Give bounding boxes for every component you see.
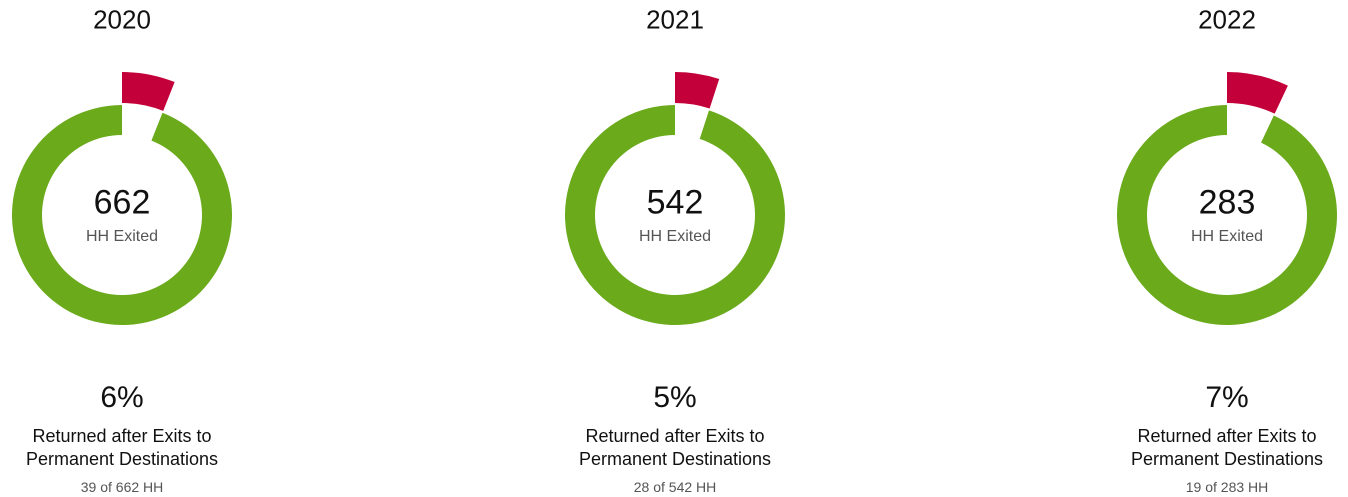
center-total: 283	[1198, 183, 1256, 222]
donut-returned	[1227, 72, 1288, 114]
center-label: HH Exited	[85, 228, 159, 245]
percent-label: 7%	[1205, 381, 1249, 414]
detail: 19 of 283 HH	[1185, 479, 1269, 495]
donut-returned	[675, 72, 720, 109]
donut-returned	[122, 72, 175, 111]
center-total: 662	[93, 183, 151, 222]
center-label: HH Exited	[638, 228, 712, 245]
detail: 39 of 662 HH	[80, 479, 164, 495]
center-label: HH Exited	[1190, 228, 1264, 245]
caption: Returned after Exits to Permanent Destin…	[25, 426, 219, 469]
center-total: 542	[646, 183, 704, 222]
caption: Returned after Exits to Permanent Destin…	[578, 426, 772, 469]
caption: Returned after Exits to Permanent Destin…	[1130, 426, 1324, 469]
percent-label: 5%	[653, 381, 697, 414]
chart-title: 2022	[1198, 4, 1256, 35]
detail: 28 of 542 HH	[633, 479, 717, 495]
percent-label: 6%	[100, 381, 144, 414]
chart-title: 2021	[646, 4, 704, 35]
chart-title: 2020	[93, 4, 151, 35]
